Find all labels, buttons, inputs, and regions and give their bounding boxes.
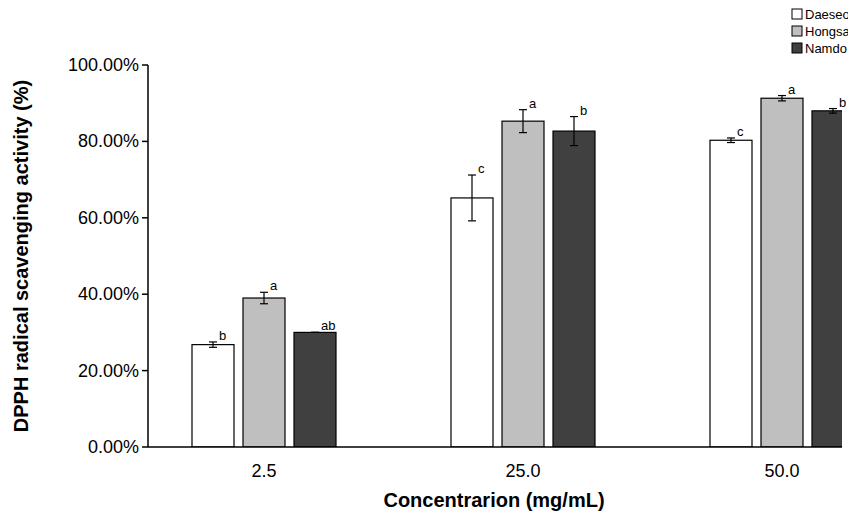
bar — [710, 140, 752, 447]
error-cap — [570, 116, 578, 117]
error-bar — [727, 138, 735, 143]
error-line — [781, 96, 782, 101]
y-tick-label: 0.00% — [88, 437, 139, 457]
legend-label: Namdo — [805, 41, 847, 56]
y-tick — [142, 64, 148, 66]
bar — [294, 332, 336, 447]
error-cap — [311, 332, 319, 333]
error-bar — [829, 109, 837, 114]
error-cap — [519, 132, 527, 133]
significance-letter: a — [788, 82, 796, 97]
significance-letter: b — [839, 95, 846, 110]
significance-letter: a — [529, 96, 537, 111]
y-tick — [142, 370, 148, 372]
error-cap — [209, 347, 217, 348]
error-cap — [727, 142, 735, 143]
error-line — [471, 175, 472, 221]
y-tick-label: 60.00% — [78, 208, 139, 228]
error-cap — [727, 137, 735, 138]
x-axis-title: Concentrarion (mg/mL) — [383, 489, 604, 511]
bar — [812, 111, 842, 447]
x-axis — [148, 446, 842, 448]
bar — [192, 345, 234, 447]
error-bar — [468, 175, 476, 221]
y-tick-label: 20.00% — [78, 361, 139, 381]
bar — [243, 298, 285, 447]
significance-letter: ab — [321, 318, 335, 333]
x-tick-label: 50.0 — [764, 461, 799, 481]
y-axis — [147, 65, 149, 447]
error-cap — [468, 220, 476, 221]
error-bar — [311, 332, 319, 333]
chart: 0.00% 20.00% 40.00% 60.00% 80.00% 100.00% b c c a… — [0, 0, 848, 518]
error-bar — [778, 96, 786, 101]
error-line — [522, 110, 523, 133]
error-cap — [311, 332, 319, 333]
y-tick — [142, 293, 148, 295]
error-cap — [778, 95, 786, 96]
y-axis-title: DPPH radical scavenging activity (%) — [10, 80, 32, 432]
bar — [553, 131, 595, 447]
legend-label: Daeseo — [805, 7, 848, 22]
error-line — [832, 109, 833, 114]
error-bar — [209, 342, 217, 347]
error-line — [730, 138, 731, 143]
error-line — [573, 117, 574, 146]
significance-letter: c — [478, 161, 485, 176]
bars — [192, 96, 842, 447]
legend: Daeseo Hongsan Namdo — [792, 7, 848, 56]
error-cap — [519, 109, 527, 110]
bar — [502, 121, 544, 447]
error-bar — [519, 110, 527, 133]
y-tick-label: 80.00% — [78, 131, 139, 151]
bar — [761, 98, 803, 447]
y-tick-label: 40.00% — [78, 284, 139, 304]
x-tick-label: 25.0 — [505, 461, 540, 481]
error-cap — [209, 341, 217, 342]
error-cap — [468, 174, 476, 175]
error-cap — [260, 303, 268, 304]
error-cap — [570, 145, 578, 146]
x-tick-label: 2.5 — [251, 461, 276, 481]
error-cap — [260, 292, 268, 293]
bar — [451, 198, 493, 447]
y-tick-label: 100.00% — [68, 55, 139, 75]
legend-swatch — [792, 26, 802, 36]
y-tick — [142, 141, 148, 143]
error-cap — [829, 113, 837, 114]
error-line — [263, 292, 264, 303]
y-tick — [142, 446, 148, 448]
error-bar — [570, 117, 578, 146]
legend-swatch — [792, 43, 802, 53]
error-cap — [829, 108, 837, 109]
error-bar — [260, 292, 268, 303]
error-line — [212, 342, 213, 347]
significance-letter: c — [737, 124, 744, 139]
significance-letter: b — [219, 328, 226, 343]
error-cap — [778, 100, 786, 101]
legend-swatch — [792, 9, 802, 19]
y-tick — [142, 217, 148, 219]
significance-letter: a — [270, 278, 278, 293]
significance-letter: b — [580, 103, 587, 118]
legend-label: Hongsan — [805, 24, 848, 39]
